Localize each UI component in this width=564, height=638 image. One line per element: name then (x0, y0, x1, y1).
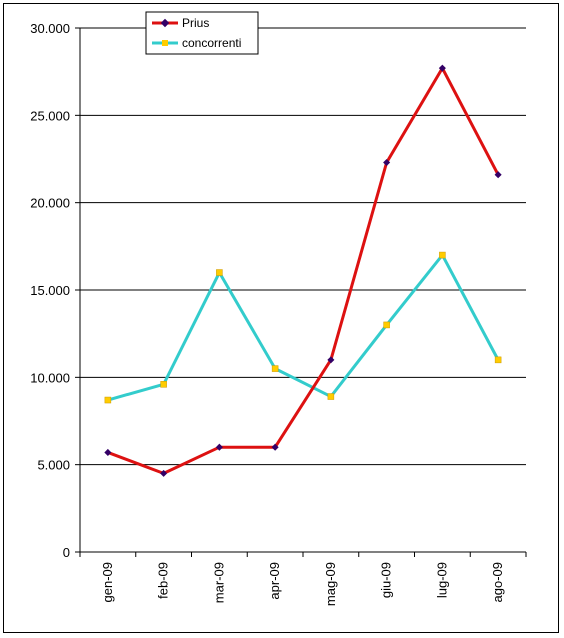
data-point-concorrenti (494, 356, 502, 364)
y-tick-label: 10.000 (30, 370, 70, 385)
data-point-prius (271, 443, 279, 451)
y-tick-label: 25.000 (30, 108, 70, 123)
x-tick-label: mar-09 (211, 562, 226, 603)
data-point-prius (383, 158, 391, 167)
x-tick-label: ago-09 (490, 562, 505, 602)
data-point-concorrenti (439, 251, 446, 259)
x-axis: gen-09 feb-09 mar-09 apr-09 mag-09 giu-09 lug-… (79, 551, 527, 606)
data-point-concorrenti (104, 396, 112, 404)
series-line-concorrenti (107, 253, 500, 402)
data-point-prius (215, 443, 223, 451)
y-tick-label: 5.000 (37, 458, 70, 473)
x-tick-label: apr-09 (267, 562, 282, 600)
data-point-prius (438, 64, 446, 72)
y-tick-label: 20.000 (30, 196, 70, 211)
chart-frame (3, 3, 559, 633)
legend-label-prius: Prius (182, 16, 209, 30)
legend-label-concorrenti: concorrenti (182, 36, 241, 50)
x-tick-label: gen-09 (100, 562, 115, 602)
y-axis: 0 5.000 10.000 15.000 20.000 25.000 30.000 (30, 21, 81, 560)
y-tick-label: 30.000 (30, 21, 70, 36)
data-point-concorrenti (160, 381, 167, 388)
data-point-concorrenti (271, 365, 279, 372)
x-tick-label: giu-09 (379, 562, 394, 598)
legend-marker-concorrenti (162, 40, 168, 46)
data-point-concorrenti (327, 393, 335, 400)
x-tick-label: mag-09 (323, 562, 338, 606)
x-tick-label: feb-09 (156, 562, 171, 599)
series-line-prius (107, 66, 500, 475)
data-point-concorrenti (383, 321, 390, 329)
y-tick-label: 15.000 (30, 283, 70, 298)
data-point-prius (494, 171, 502, 179)
gridlines (80, 27, 526, 466)
data-point-concorrenti (216, 269, 223, 276)
data-point-prius (327, 356, 335, 364)
x-tick-label: lug-09 (434, 562, 449, 598)
legend-box (145, 11, 259, 55)
data-point-prius (104, 448, 112, 456)
data-point-prius (160, 469, 168, 477)
y-tick-label: 0 (63, 545, 70, 560)
series-layer (104, 64, 502, 477)
legend: Prius concorrenti (145, 11, 259, 55)
